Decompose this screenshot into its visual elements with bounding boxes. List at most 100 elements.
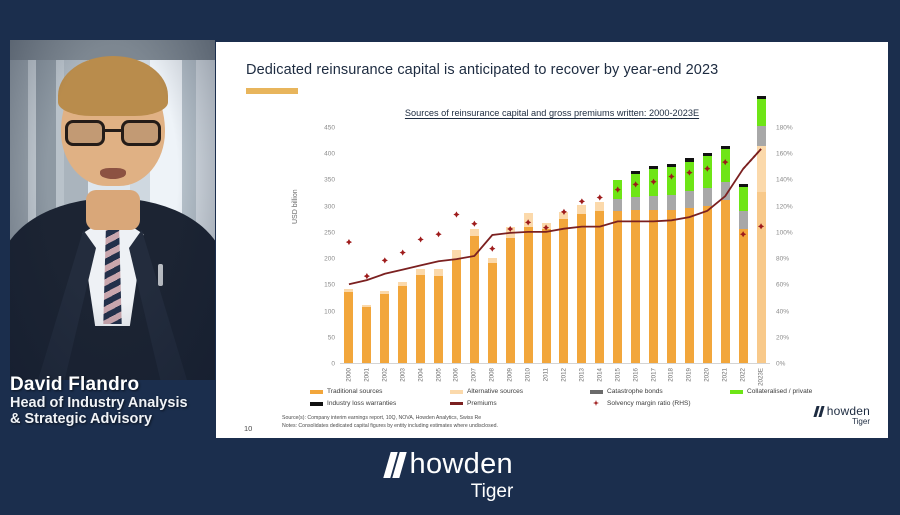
solvency-marker: [399, 249, 406, 256]
bar-column[interactable]: 2014: [595, 201, 605, 382]
solvency-marker: [417, 236, 424, 243]
chart-legend: Traditional sources Alternative sources Ca…: [310, 388, 870, 412]
speaker-video-panel[interactable]: [10, 40, 215, 380]
solvency-marker: [704, 165, 711, 172]
x-axis-line: [340, 363, 770, 364]
bar-column[interactable]: 2008: [487, 257, 497, 382]
bar-segment: [595, 201, 605, 212]
brand-slashes-icon: [383, 451, 407, 478]
bar-segment: [720, 181, 730, 201]
bar-segment: [595, 211, 605, 364]
legend-label: Premiums: [467, 400, 497, 407]
x-tick-label: 2015: [614, 368, 622, 382]
bar-column[interactable]: 2020: [702, 153, 712, 382]
bar-column[interactable]: 2006: [451, 250, 461, 382]
bar-column[interactable]: 2013: [577, 205, 587, 382]
bar-column[interactable]: 2004: [416, 268, 426, 382]
solvency-marker: [596, 194, 603, 201]
bar-column[interactable]: 2005: [434, 268, 444, 382]
legend-label: Collateralised / private: [747, 388, 813, 395]
bar-column[interactable]: 2023E: [756, 96, 766, 386]
y-axis-label: USD billion: [292, 189, 299, 224]
bar-segment: [666, 164, 676, 168]
bar-segment: [756, 98, 766, 126]
bar-segment: [738, 186, 748, 211]
x-tick-label: 2001: [363, 368, 371, 382]
bar-segment: [684, 207, 694, 364]
brand-sub: Tiger: [470, 481, 514, 502]
bar-segment: [631, 196, 641, 210]
y-tick-right: 20%: [776, 334, 790, 342]
bar-segment: [487, 262, 497, 364]
legend-item[interactable]: Traditional sources: [310, 388, 450, 395]
x-tick-label: 2006: [452, 368, 460, 382]
solvency-marker: [381, 257, 388, 264]
x-tick-label: 2010: [524, 368, 532, 382]
speaker-lower-third: David Flandro Head of Industry Analysis …: [10, 375, 220, 441]
bar-column[interactable]: 2022: [738, 184, 748, 382]
y-tick-left: 400: [324, 150, 335, 158]
y-tick-left: 450: [324, 124, 335, 132]
legend-item[interactable]: Alternative sources: [450, 388, 590, 395]
bar-segment: [756, 145, 766, 192]
bar-column[interactable]: 2003: [398, 282, 408, 382]
bar-segment: [344, 291, 354, 364]
bar-column[interactable]: 2019: [684, 158, 694, 382]
solvency-marker: [345, 238, 353, 246]
bar-column[interactable]: 2001: [362, 305, 372, 382]
bar-segment: [541, 228, 551, 364]
chart-title: Sources of reinsurance capital and gross…: [404, 108, 700, 118]
bar-segment: [649, 210, 659, 364]
legend-item[interactable]: Collateralised / private: [730, 388, 870, 395]
legend-item[interactable]: Solvency margin ratio (RHS): [590, 400, 730, 407]
x-tick-label: 2008: [488, 368, 496, 382]
legend-item[interactable]: Premiums: [450, 400, 590, 407]
bar-segment: [702, 153, 712, 157]
solvency-marker: [650, 178, 657, 185]
bar-column[interactable]: 2018: [666, 164, 676, 382]
solvency-marker: [542, 224, 550, 231]
y-tick-left: 150: [324, 281, 335, 289]
x-tick-label: 2022: [739, 368, 747, 382]
solvency-marker: [578, 198, 585, 205]
brand-word: howden: [409, 448, 513, 480]
title-accent-rule: [246, 88, 298, 94]
bar-segment: [613, 211, 623, 364]
x-tick-label: 2012: [560, 368, 568, 382]
video-vignette: [10, 40, 215, 380]
solvency-marker: [757, 223, 765, 230]
bar-column[interactable]: 2000: [344, 289, 354, 382]
y-tick-right: 140%: [776, 176, 793, 184]
legend-swatch: [730, 389, 743, 394]
slide-title: Dedicated reinsurance capital is anticip…: [246, 62, 719, 78]
bar-segment: [720, 145, 730, 149]
legend-swatch: [450, 402, 463, 405]
solvency-marker: [507, 225, 514, 233]
bar-segment: [362, 305, 372, 308]
bar-segment: [702, 187, 712, 206]
bar-column[interactable]: 2021: [720, 145, 730, 382]
y-tick-left: 50: [327, 334, 335, 342]
x-tick-label: 2000: [345, 368, 353, 382]
bar-segment: [631, 209, 641, 364]
legend-swatch: [310, 401, 323, 406]
legend-swatch: [450, 389, 463, 394]
legend-item[interactable]: Catastrophe bonds: [590, 388, 730, 395]
bar-column[interactable]: 2002: [380, 291, 390, 382]
legend-item[interactable]: Industry loss warranties: [310, 400, 450, 407]
bar-segment: [451, 250, 461, 260]
bar-segment: [434, 275, 444, 364]
y-tick-right: 80%: [776, 255, 790, 263]
bar-column[interactable]: 2012: [559, 211, 569, 382]
bar-segment: [505, 238, 515, 364]
slide-canvas: Dedicated reinsurance capital is anticip…: [216, 42, 888, 438]
bar-column[interactable]: 2007: [469, 229, 479, 382]
solvency-marker: [740, 231, 747, 238]
x-tick-label: 2004: [417, 368, 425, 382]
x-tick-label: 2009: [506, 368, 514, 382]
notes-note: Notes: Consolidates dedicated capital fi…: [282, 423, 498, 429]
y-tick-right: 160%: [776, 150, 793, 158]
x-tick-label: 2011: [542, 368, 550, 382]
legend-label: Catastrophe bonds: [607, 388, 663, 395]
